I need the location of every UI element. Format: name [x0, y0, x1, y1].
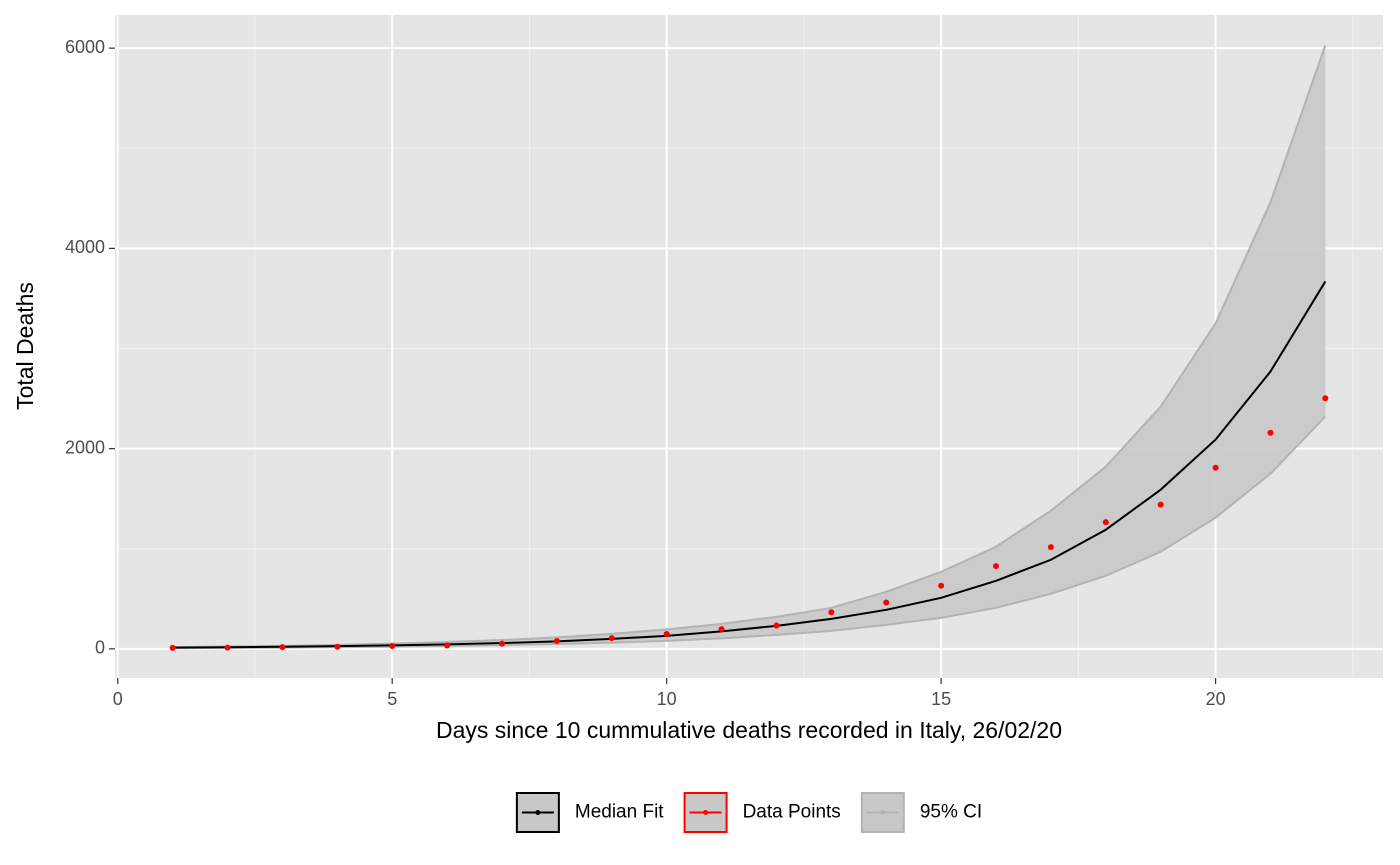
- data-point: [773, 622, 780, 629]
- legend-label: Median Fit: [575, 802, 664, 823]
- data-point: [828, 609, 835, 616]
- legend-item: Median Fit: [515, 792, 664, 833]
- x-tick-label: 15: [931, 689, 951, 709]
- x-tick-label: 10: [657, 689, 677, 709]
- marks: [169, 44, 1329, 651]
- legend-key-point: [880, 810, 886, 815]
- x-tick-label: 0: [113, 689, 123, 709]
- ci-upper: [172, 44, 1327, 649]
- data-point: [718, 626, 725, 633]
- y-tick-label: 0: [95, 638, 105, 658]
- data-point: [1267, 429, 1274, 436]
- data-point: [1047, 544, 1054, 551]
- x-axis-title: Days since 10 cummulative deaths recorde…: [436, 717, 1062, 743]
- legend-item: Data Points: [683, 792, 841, 833]
- median-line: [172, 280, 1327, 649]
- y-axis-title: Total Deaths: [12, 282, 38, 410]
- legend-key-point: [703, 810, 709, 815]
- data-point: [1157, 501, 1164, 508]
- legend-item: 95% CI: [860, 792, 982, 833]
- legend: Median Fit Data Points 95% CI: [515, 792, 982, 833]
- data-point: [938, 582, 945, 589]
- data-point: [498, 640, 505, 647]
- legend-label: Data Points: [743, 802, 841, 823]
- y-tick-label: 4000: [65, 237, 105, 257]
- data-point: [224, 644, 231, 651]
- x-tick-label: 5: [387, 689, 397, 709]
- data-point: [334, 643, 341, 650]
- data-point: [1212, 464, 1219, 471]
- data-point: [608, 635, 615, 642]
- data-point: [663, 631, 670, 638]
- data-point: [883, 599, 890, 606]
- data-point: [553, 637, 560, 644]
- data-point: [444, 642, 451, 649]
- data-point: [279, 644, 286, 651]
- x-tick-label: 20: [1206, 689, 1226, 709]
- ci-lower: [172, 415, 1327, 650]
- data-point: [169, 644, 176, 651]
- data-point: [1322, 395, 1329, 402]
- data-point: [993, 563, 1000, 570]
- axes: 0 5 10 15 20 0 2000 4000 6000: [65, 37, 1226, 709]
- y-tick-label: 2000: [65, 437, 105, 457]
- plot-panel: [115, 15, 1383, 678]
- data-point: [1102, 519, 1109, 526]
- legend-key-point: [535, 810, 541, 815]
- y-tick-label: 6000: [65, 37, 105, 57]
- data-point: [389, 642, 396, 649]
- legend-label: 95% CI: [920, 802, 982, 823]
